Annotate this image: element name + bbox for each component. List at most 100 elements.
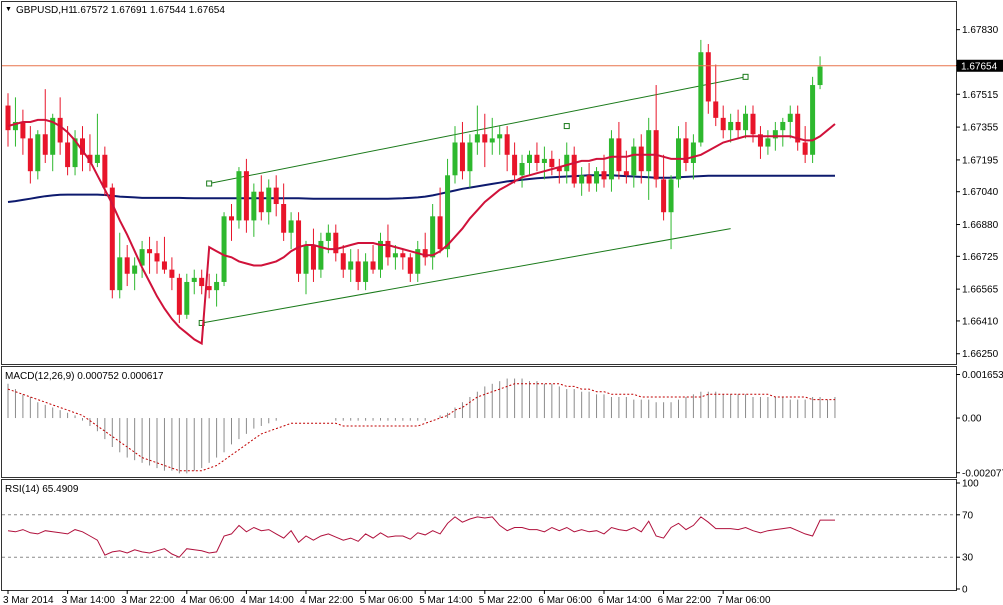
candle-body xyxy=(489,138,495,143)
candle-body xyxy=(236,171,242,221)
axes: 1.678301.676551.675151.673551.671951.670… xyxy=(3,25,1003,605)
candle-body xyxy=(318,240,324,270)
candle-body xyxy=(661,179,667,213)
triangle-down-icon[interactable]: ▼ xyxy=(5,6,12,13)
candle-body xyxy=(474,134,480,143)
candle-body xyxy=(616,138,622,172)
candle-body xyxy=(199,277,205,287)
candle-body xyxy=(176,277,182,315)
candle-body xyxy=(623,171,629,176)
channel-handle[interactable] xyxy=(563,123,570,130)
candle-body xyxy=(459,142,465,172)
candle-body xyxy=(12,121,18,131)
candle-body xyxy=(80,138,85,155)
candle-body xyxy=(527,154,532,163)
current-price-tag xyxy=(957,59,1003,72)
candle-body xyxy=(273,187,279,205)
candle-body xyxy=(713,101,719,118)
candle-body xyxy=(631,146,637,176)
rsi-title: RSI(14) 65.4909 xyxy=(5,484,79,495)
price-tick-label: 1.66410 xyxy=(962,316,999,327)
candle-body xyxy=(258,191,264,213)
candle-body xyxy=(303,245,309,274)
candle-body xyxy=(512,154,518,176)
candle-body xyxy=(638,146,644,172)
macd-panel[interactable] xyxy=(7,378,836,474)
candle-body xyxy=(728,121,734,131)
channel-handle[interactable] xyxy=(206,180,213,187)
candle-body xyxy=(407,257,413,274)
candle-body xyxy=(787,113,793,122)
candle-body xyxy=(288,220,294,233)
rsi-tick-label: 0 xyxy=(962,585,968,596)
rsi-panel-frame xyxy=(1,479,957,591)
candle-body xyxy=(817,66,823,86)
time-tick-label: 5 Mar 22:00 xyxy=(479,595,533,605)
price-tick-label: 1.66250 xyxy=(962,349,999,360)
candle-body xyxy=(519,162,525,176)
candle-body xyxy=(549,158,555,168)
candle-body xyxy=(109,187,115,291)
candle-body xyxy=(482,134,488,143)
candle-body xyxy=(333,232,339,254)
candle-body xyxy=(154,253,160,262)
time-tick-label: 5 Mar 06:00 xyxy=(360,595,414,605)
candle-body xyxy=(594,171,600,184)
candle-body xyxy=(608,138,614,180)
rsi-tick-label: 30 xyxy=(962,553,974,564)
macd-signal-line xyxy=(7,383,835,472)
candle-body xyxy=(27,138,33,172)
candle-body xyxy=(534,154,540,163)
price-tick-label: 1.66880 xyxy=(962,220,999,231)
price-tick-label: 1.67515 xyxy=(962,90,999,101)
candle-body xyxy=(668,179,674,213)
candle-body xyxy=(541,158,547,163)
candle-body xyxy=(385,240,391,258)
candle-body xyxy=(683,138,689,163)
candle-body xyxy=(504,134,510,155)
candle-body xyxy=(497,134,503,139)
candle-body xyxy=(94,154,100,163)
candle-body xyxy=(221,216,227,282)
price-tick-label: 1.67830 xyxy=(962,25,999,36)
channel-lower-line[interactable] xyxy=(201,228,731,324)
candle-body xyxy=(445,175,451,250)
candle-body xyxy=(467,142,473,172)
time-tick-label: 3 Mar 22:00 xyxy=(121,595,175,605)
rsi-panel[interactable] xyxy=(2,514,956,558)
candle-body xyxy=(415,249,421,274)
candle-body xyxy=(325,232,331,241)
candle-body xyxy=(579,175,585,184)
symbol-label: GBPUSD,H1 xyxy=(16,5,74,16)
time-tick-label: 6 Mar 14:00 xyxy=(598,595,652,605)
candle-body xyxy=(50,117,56,155)
price-panel[interactable] xyxy=(2,39,956,346)
candle-body xyxy=(117,257,123,291)
candle-body xyxy=(65,142,71,168)
candle-body xyxy=(355,261,361,282)
candle-body xyxy=(87,154,93,163)
candle-body xyxy=(161,261,167,270)
ohlc-readout: 1.67572 1.67691 1.67544 1.67654 xyxy=(72,5,225,16)
rsi-line xyxy=(7,516,835,558)
candle-body xyxy=(184,281,190,315)
candle-body xyxy=(281,204,287,233)
candle-body xyxy=(802,142,808,155)
candle-body xyxy=(705,52,711,102)
candle-body xyxy=(5,105,11,131)
candle-body xyxy=(698,52,704,143)
price-tick-label: 1.67040 xyxy=(962,187,999,198)
candle-body xyxy=(124,257,130,274)
channel-handle[interactable] xyxy=(742,73,749,80)
ma-fast-line xyxy=(7,118,836,346)
candle-body xyxy=(229,216,234,221)
candle-body xyxy=(765,138,771,147)
price-tick-label: 1.66565 xyxy=(962,285,999,296)
candle-body xyxy=(586,175,592,184)
candle-body xyxy=(378,240,383,270)
candle-body xyxy=(571,154,577,184)
rsi-tick-label: 100 xyxy=(962,479,979,490)
candle-body xyxy=(191,277,197,282)
